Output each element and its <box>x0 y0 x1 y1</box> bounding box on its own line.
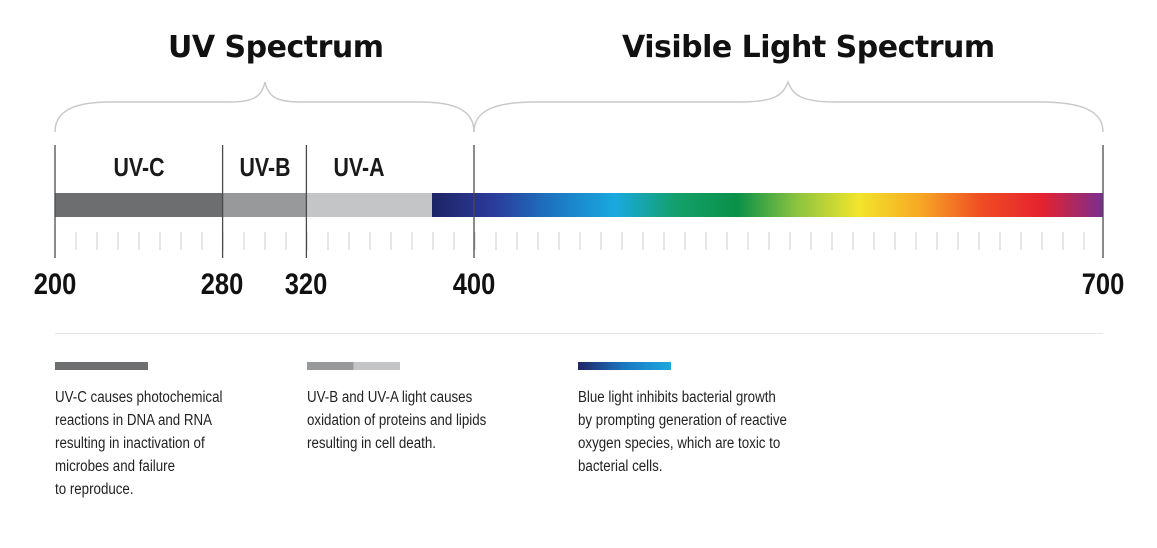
band-bar-uv-b <box>222 193 307 217</box>
legend-line: by prompting generation of reactive <box>578 412 787 429</box>
visible-spectrum-heading: Visible Light Spectrum <box>622 30 995 65</box>
wavelength-label-320: 320 <box>285 268 328 301</box>
wavelength-label-280: 280 <box>200 268 243 301</box>
visible-spectrum-bar <box>432 193 1103 217</box>
legend-line: resulting in inactivation of <box>55 435 205 452</box>
legend-line: reactions in DNA and RNA <box>55 412 213 429</box>
legend-swatch-uv-b-uv-a <box>307 362 400 370</box>
legend-line: Blue light inhibits bacterial growth <box>578 389 776 406</box>
section-divider <box>55 333 1103 334</box>
uv-spectrum-heading: UV Spectrum <box>168 30 384 65</box>
legend-text-blue-light: Blue light inhibits bacterial growth by … <box>578 386 787 478</box>
legend-text-uv-c: UV-C causes photochemical reactions in D… <box>55 386 222 501</box>
legend-line: bacterial cells. <box>578 458 663 475</box>
band-label-uv-b: UV-B <box>239 152 290 182</box>
wavelength-label-700: 700 <box>1081 268 1125 301</box>
legend-text-uv-b-uv-a: UV-B and UV-A light causes oxidation of … <box>307 386 486 455</box>
band-label-uv-a: UV-A <box>333 152 385 182</box>
legend-swatch-uv-c <box>55 362 148 370</box>
legend-line: resulting in cell death. <box>307 435 436 452</box>
band-bar-uv-c <box>55 193 223 217</box>
legend-line: to reproduce. <box>55 481 134 498</box>
legend-line: oxygen species, which are toxic to <box>578 435 781 452</box>
wavelength-label-200: 200 <box>33 268 77 301</box>
legend-line: microbes and failure <box>55 458 176 475</box>
legend-line: UV-C causes photochemical <box>55 389 223 406</box>
legend-line: UV-B and UV-A light causes <box>307 389 473 406</box>
visible-spectrum-brace <box>473 79 1104 133</box>
uv-spectrum-brace <box>54 81 475 133</box>
band-bar-uv-a <box>306 193 432 217</box>
band-label-uv-c: UV-C <box>113 152 165 182</box>
legend-line: oxidation of proteins and lipids <box>307 412 487 429</box>
wavelength-label-400: 400 <box>452 268 496 301</box>
legend-swatch-blue-light <box>578 362 671 370</box>
